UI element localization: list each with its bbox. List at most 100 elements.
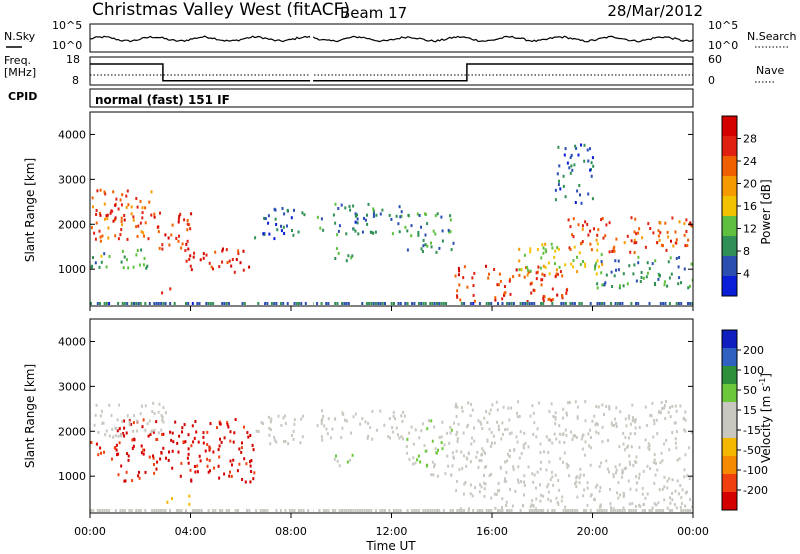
power-cell bbox=[570, 153, 573, 157]
velocity-ylabel: Slant Range [km] bbox=[23, 364, 37, 468]
velocity-cell bbox=[156, 438, 159, 441]
velocity-cell bbox=[638, 425, 641, 429]
velocity-cell bbox=[498, 427, 500, 431]
velocity-cell bbox=[532, 480, 535, 484]
velocity-cell bbox=[574, 434, 576, 438]
power-cell bbox=[332, 213, 335, 217]
power-cell bbox=[424, 302, 427, 305]
power-cell bbox=[637, 302, 640, 305]
velocity-cell bbox=[605, 509, 608, 512]
power-cell bbox=[574, 144, 577, 148]
velocity-cell bbox=[128, 509, 131, 512]
power-cell bbox=[586, 148, 589, 152]
velocity-cell bbox=[216, 426, 218, 430]
power-cell bbox=[541, 272, 544, 276]
velocity-cell bbox=[529, 414, 532, 418]
velocity-cell bbox=[394, 417, 397, 421]
velocity-cell bbox=[598, 509, 601, 512]
power-cell bbox=[337, 229, 340, 233]
power-colorbar-tick-label: 28 bbox=[743, 133, 757, 146]
power-cell bbox=[659, 231, 662, 235]
velocity-cell bbox=[130, 422, 133, 426]
power-cell bbox=[297, 230, 300, 234]
time-tick-label: 04:00 bbox=[175, 525, 207, 538]
velocity-cell bbox=[238, 447, 241, 451]
velocity-cell bbox=[440, 441, 443, 445]
power-cell bbox=[449, 218, 452, 222]
velocity-cell bbox=[668, 509, 671, 512]
velocity-cell bbox=[164, 509, 167, 512]
velocity-cell bbox=[505, 500, 508, 504]
velocity-cell bbox=[176, 441, 179, 445]
power-cell bbox=[170, 233, 173, 237]
power-cell bbox=[526, 273, 529, 277]
power-cell bbox=[319, 226, 322, 230]
power-cell bbox=[106, 217, 109, 221]
velocity-cell bbox=[683, 475, 686, 479]
velocity-cell bbox=[100, 409, 103, 413]
power-cell bbox=[267, 221, 270, 225]
velocity-cell bbox=[102, 421, 105, 425]
power-cell bbox=[504, 291, 507, 295]
power-cell bbox=[121, 249, 124, 253]
power-cell bbox=[126, 189, 129, 193]
power-cell bbox=[512, 302, 515, 305]
velocity-cell bbox=[249, 464, 252, 468]
power-cell bbox=[356, 217, 359, 221]
velocity-cell bbox=[617, 481, 620, 485]
velocity-cell bbox=[642, 503, 645, 506]
power-cell bbox=[189, 254, 192, 258]
power-cell bbox=[120, 260, 123, 264]
power-cell bbox=[185, 302, 187, 305]
velocity-cell bbox=[331, 427, 334, 431]
power-cell bbox=[571, 302, 574, 305]
velocity-cell bbox=[556, 501, 559, 504]
power-cell bbox=[601, 263, 604, 266]
velocity-cell bbox=[609, 487, 612, 491]
velocity-cell bbox=[596, 509, 599, 512]
velocity-cell bbox=[478, 490, 481, 494]
power-cell bbox=[678, 276, 681, 280]
velocity-cell bbox=[506, 509, 509, 512]
power-cell bbox=[275, 302, 278, 305]
velocity-cell bbox=[181, 426, 184, 430]
power-cell bbox=[472, 293, 475, 297]
velocity-cell bbox=[200, 509, 203, 512]
power-cell bbox=[518, 247, 521, 251]
velocity-cell bbox=[631, 416, 634, 420]
velocity-cell bbox=[663, 498, 666, 502]
velocity-cell bbox=[455, 489, 458, 493]
velocity-cell bbox=[326, 432, 329, 436]
velocity-cell bbox=[213, 466, 216, 470]
power-colorbar-swatch bbox=[722, 116, 737, 137]
power-cell bbox=[105, 302, 108, 305]
power-cell bbox=[485, 302, 488, 305]
power-cell bbox=[354, 229, 357, 233]
velocity-cell bbox=[493, 434, 495, 438]
power-cell bbox=[526, 300, 529, 303]
velocity-cell bbox=[584, 419, 587, 423]
power-cell bbox=[417, 233, 420, 237]
power-cell bbox=[111, 209, 114, 213]
velocity-cell bbox=[153, 428, 156, 432]
power-cell bbox=[569, 248, 572, 251]
velocity-cell bbox=[293, 509, 296, 512]
velocity-cell bbox=[529, 505, 532, 509]
power-cell bbox=[611, 250, 614, 253]
velocity-cell bbox=[651, 506, 654, 510]
velocity-cell bbox=[480, 422, 483, 426]
power-cell bbox=[542, 296, 545, 300]
velocity-cell bbox=[180, 461, 183, 465]
power-cell bbox=[617, 268, 620, 272]
velocity-cell bbox=[405, 445, 408, 449]
power-cell bbox=[345, 232, 348, 236]
velocity-cell bbox=[485, 410, 488, 414]
power-cell bbox=[596, 233, 599, 237]
power-cell bbox=[189, 264, 192, 268]
velocity-cell bbox=[516, 440, 519, 444]
velocity-cell bbox=[433, 463, 436, 467]
velocity-cell bbox=[589, 446, 592, 450]
velocity-cell bbox=[429, 509, 432, 512]
velocity-cell bbox=[204, 449, 207, 453]
power-cell bbox=[626, 282, 629, 286]
